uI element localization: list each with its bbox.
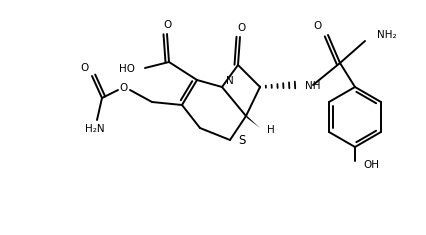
Text: N: N bbox=[225, 76, 233, 86]
Text: OH: OH bbox=[362, 160, 378, 170]
Text: H: H bbox=[266, 125, 274, 135]
Text: NH: NH bbox=[304, 81, 320, 91]
Text: O: O bbox=[313, 21, 321, 31]
Text: NH₂: NH₂ bbox=[376, 30, 396, 40]
Text: O: O bbox=[81, 63, 89, 73]
Text: HO: HO bbox=[119, 64, 135, 74]
Text: S: S bbox=[237, 134, 245, 148]
Polygon shape bbox=[245, 114, 259, 128]
Text: H₂N: H₂N bbox=[85, 124, 104, 134]
Text: O: O bbox=[120, 83, 128, 93]
Text: O: O bbox=[237, 23, 245, 33]
Text: O: O bbox=[164, 20, 172, 30]
